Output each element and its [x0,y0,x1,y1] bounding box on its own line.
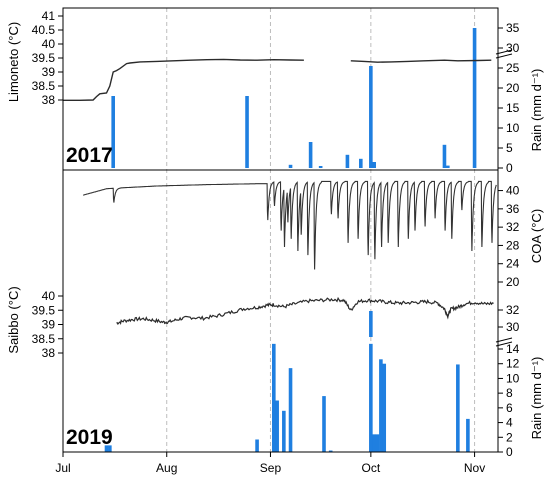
rain-2017-axis-label-2: 25 [506,61,520,75]
rain-bar-2019-5 [282,410,286,452]
plot-frame [62,7,513,453]
rain-bar-2017-4 [318,166,323,168]
right-axis-title-coa: COA (°C) [529,209,544,263]
rain-2019-axis-label-6: 2 [506,430,513,444]
rain-bar-2019-8 [328,450,333,452]
rain-bar-2019-1 [108,445,112,452]
rain-2017-axis-label-1: 30 [506,41,520,55]
x-label-Aug: Aug [156,461,177,475]
rain-bar-2017-11 [472,28,477,168]
saibbo-axis-label-3: 38.5 [32,332,56,346]
rain-bar-2017-6 [359,158,363,168]
rain-bar-2017-8 [372,162,376,168]
limoneto-temperature-line [63,58,492,101]
saibbo-right-axis-label-0: 32 [506,303,520,317]
x-label-Sep: Sep [260,461,282,475]
year-label-2019: 2019 [66,426,113,449]
rain-bar-2017-7 [369,66,373,168]
rain-2019-axis-label-5: 4 [506,416,513,430]
rain-bar-2019-14 [456,364,460,452]
coa-temperature-line [83,180,497,270]
left-axis-title-limoneto: Limoneto (°C) [6,22,21,102]
coa-axis-label-0: 40 [506,184,520,198]
rain-bar-2019-11 [375,434,380,452]
rain-bar-2017-1 [245,96,249,168]
coa-axis-label-4: 24 [506,257,520,271]
rain-2019-axis-label-2: 10 [506,371,520,385]
coa-axis-label-2: 32 [506,220,520,234]
year-label-2017: 2017 [66,144,113,167]
rain-bars [104,28,477,452]
coa-axis-label-3: 28 [506,238,520,252]
right-axis-title-rain-2019: Rain (mm d⁻¹) [529,357,544,440]
rain-2019-axis-label-7: 0 [506,445,513,459]
limoneto-axis-label-2: 40 [42,37,56,51]
month-gridlines [166,8,476,452]
x-label-Jul: Jul [55,461,70,475]
rain-bar-2019-12 [379,359,383,452]
limoneto-axis-label-6: 38 [42,93,56,107]
x-label-Oct: Oct [362,461,381,475]
rain-axis-break-2017-b [495,53,513,59]
rain-2017-axis-label-4: 15 [506,101,520,115]
left-axis-title-saibbo: Saibbo (°C) [6,286,21,353]
rain-axis-break-2019-a [495,337,513,343]
rain-bar-2017-9 [442,144,447,168]
saibbo-axis-label-4: 38 [42,346,56,360]
rain-2019-axis-label-4: 6 [506,401,513,415]
top-panel-frame [62,7,499,171]
rain-bar-2017-10 [446,165,450,168]
rain-axis-break-2017-a [495,49,513,55]
saibbo-axis-label-2: 39 [42,318,56,332]
bottom-panel-frame [62,169,499,453]
rain-2019-axis-label-0: 14 [506,342,520,356]
axis-ticks: 4140.54039.53938.538353025201510504039.5… [32,9,520,475]
rain-2017-axis-label-0: 35 [506,21,520,35]
saibbo-temperature-line [116,296,494,325]
saibbo-axis-label-1: 39.5 [32,303,56,317]
saibbo-right-axis-label-1: 30 [506,320,520,334]
rain-2019-axis-label-1: 12 [506,357,520,371]
limoneto-axis-label-3: 39.5 [32,51,56,65]
rain-2019-axis-label-3: 8 [506,386,513,400]
limoneto-axis-label-0: 41 [42,9,56,23]
rain-bar-2019-13 [382,363,387,452]
rain-2017-axis-label-7: 0 [506,161,513,175]
rain-axis-break-2019-b [495,341,513,347]
rain-bar-2017-3 [308,142,313,168]
temperature-lines [63,58,497,325]
saibbo-axis-label-0: 40 [42,289,56,303]
rain-bar-2019-3 [272,343,276,452]
rain-bar-2019-0 [104,445,109,452]
rain-bar-2017-2 [288,164,293,168]
rain-bar-2019-2 [255,439,259,452]
rain-2017-axis-label-6: 5 [506,141,513,155]
rain-bar-2019-6 [288,368,293,452]
rain-bar-2019-7 [322,396,326,452]
rain-bar-2019-10 [372,434,376,452]
rain-2017-axis-label-5: 10 [506,121,520,135]
rain-2017-axis-label-3: 20 [506,81,520,95]
rain-bar-2017-0 [111,96,115,168]
rain-bar-2019-9 [369,343,373,452]
rain-bar-2017-5 [345,154,350,168]
coa-axis-label-5: 20 [506,275,520,289]
limoneto-axis-label-5: 38.5 [32,79,56,93]
coa-axis-label-1: 36 [506,202,520,216]
limoneto-axis-label-4: 39 [42,65,56,79]
rain-bar-2019-4 [275,400,279,452]
right-axis-title-rain-2017: Rain (mm d⁻¹) [529,69,544,152]
limoneto-axis-label-1: 40.5 [32,23,56,37]
x-label-Nov: Nov [464,461,485,475]
rain-bar-2019-break [369,311,373,337]
rain-bar-2019-15 [466,418,470,452]
